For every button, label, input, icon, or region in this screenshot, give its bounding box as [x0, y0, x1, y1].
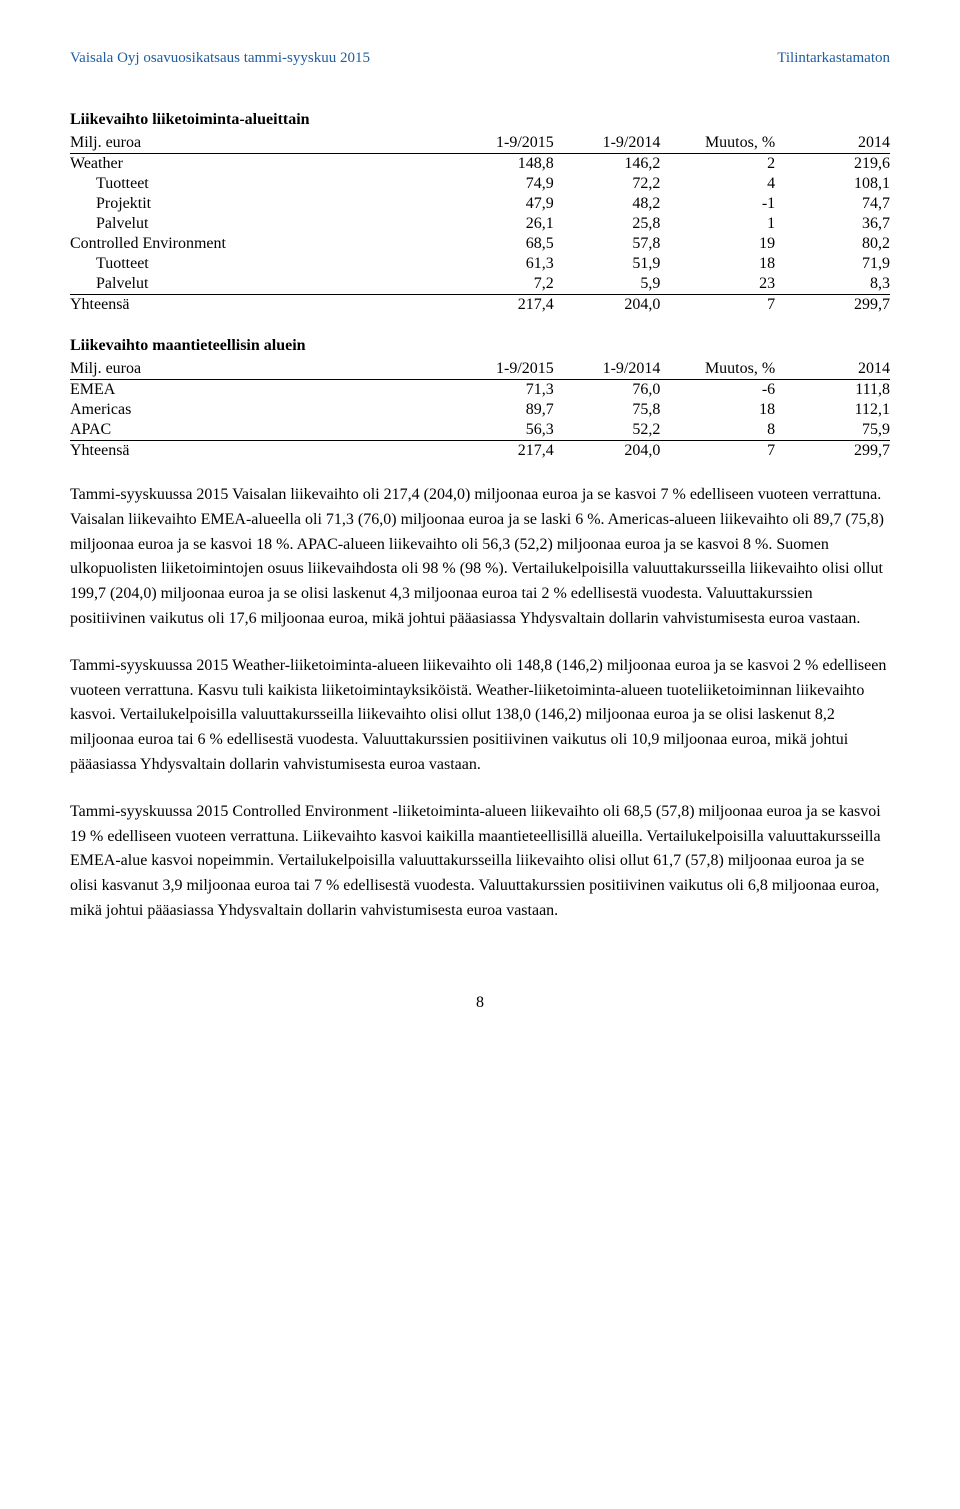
table2-foot-c1: 217,4 — [447, 441, 554, 462]
paragraph-1: Tammi-syyskuussa 2015 Vaisalan liikevaih… — [70, 483, 890, 632]
table1-cell-label: Palvelut — [70, 274, 447, 295]
table1-head-c3: Muutos, % — [660, 133, 775, 154]
table1-cell-c2: 72,2 — [554, 174, 661, 194]
table1-row: Palvelut7,25,9238,3 — [70, 274, 890, 295]
page-header: Vaisala Oyj osavuosikatsaus tammi-syysku… — [70, 50, 890, 67]
table2-title: Liikevaihto maantieteellisin aluein — [70, 337, 890, 355]
table2-cell-c3: 18 — [660, 400, 775, 420]
table1-foot-c4: 299,7 — [775, 295, 890, 316]
table1-foot-c3: 7 — [660, 295, 775, 316]
table2-row: EMEA71,376,0-6111,8 — [70, 380, 890, 401]
page-container: Vaisala Oyj osavuosikatsaus tammi-syysku… — [0, 0, 960, 1052]
table1-cell-c3: 1 — [660, 214, 775, 234]
table1-cell-c3: 2 — [660, 154, 775, 175]
table1-cell-c1: 47,9 — [447, 194, 554, 214]
table1-cell-c4: 71,9 — [775, 254, 890, 274]
table1-cell-c1: 148,8 — [447, 154, 554, 175]
table1-cell-c2: 5,9 — [554, 274, 661, 295]
table2-row: Americas89,775,818112,1 — [70, 400, 890, 420]
paragraph-3: Tammi-syyskuussa 2015 Controlled Environ… — [70, 800, 890, 924]
table1-cell-c4: 80,2 — [775, 234, 890, 254]
table1-head-c2: 1-9/2014 — [554, 133, 661, 154]
page-number: 8 — [70, 994, 890, 1012]
table1-cell-c3: 4 — [660, 174, 775, 194]
table1-foot-label: Yhteensä — [70, 295, 447, 316]
header-left: Vaisala Oyj osavuosikatsaus tammi-syysku… — [70, 50, 370, 67]
table1-head-c4: 2014 — [775, 133, 890, 154]
table2: Milj. euroa 1-9/2015 1-9/2014 Muutos, % … — [70, 359, 890, 461]
table1-cell-label: Controlled Environment — [70, 234, 447, 254]
table2-cell-c3: -6 — [660, 380, 775, 401]
table2-row: APAC56,352,2875,9 — [70, 420, 890, 441]
table2-head-row: Milj. euroa 1-9/2015 1-9/2014 Muutos, % … — [70, 359, 890, 380]
table1-head-row: Milj. euroa 1-9/2015 1-9/2014 Muutos, % … — [70, 133, 890, 154]
table1-row: Tuotteet74,972,24108,1 — [70, 174, 890, 194]
table1-cell-c3: -1 — [660, 194, 775, 214]
table2-foot-row: Yhteensä 217,4 204,0 7 299,7 — [70, 441, 890, 462]
table2-head-c1: 1-9/2015 — [447, 359, 554, 380]
paragraph-2: Tammi-syyskuussa 2015 Weather-liiketoimi… — [70, 654, 890, 778]
table1-cell-c2: 48,2 — [554, 194, 661, 214]
table2-head-label: Milj. euroa — [70, 359, 447, 380]
table1-cell-c3: 23 — [660, 274, 775, 295]
table1-cell-c4: 219,6 — [775, 154, 890, 175]
table1-cell-c1: 61,3 — [447, 254, 554, 274]
table1-cell-c4: 108,1 — [775, 174, 890, 194]
table1-cell-label: Palvelut — [70, 214, 447, 234]
table2-head-c3: Muutos, % — [660, 359, 775, 380]
table2-cell-c2: 52,2 — [554, 420, 661, 441]
table1-row: Weather148,8146,22219,6 — [70, 154, 890, 175]
table1-cell-label: Tuotteet — [70, 254, 447, 274]
table1-row: Tuotteet61,351,91871,9 — [70, 254, 890, 274]
table1-cell-c1: 68,5 — [447, 234, 554, 254]
table2-cell-c1: 71,3 — [447, 380, 554, 401]
table2-cell-c2: 76,0 — [554, 380, 661, 401]
table1-foot-c2: 204,0 — [554, 295, 661, 316]
table2-head-c2: 1-9/2014 — [554, 359, 661, 380]
table2-cell-c1: 89,7 — [447, 400, 554, 420]
table2-cell-c4: 112,1 — [775, 400, 890, 420]
table2-cell-label: Americas — [70, 400, 447, 420]
table1-cell-c2: 146,2 — [554, 154, 661, 175]
table1-cell-c1: 26,1 — [447, 214, 554, 234]
table1: Milj. euroa 1-9/2015 1-9/2014 Muutos, % … — [70, 133, 890, 315]
table2-cell-c4: 111,8 — [775, 380, 890, 401]
table2-foot-c4: 299,7 — [775, 441, 890, 462]
table1-cell-label: Tuotteet — [70, 174, 447, 194]
table1-row: Controlled Environment68,557,81980,2 — [70, 234, 890, 254]
table1-cell-c4: 74,7 — [775, 194, 890, 214]
table1-row: Palvelut26,125,8136,7 — [70, 214, 890, 234]
table2-foot-c2: 204,0 — [554, 441, 661, 462]
table2-cell-c4: 75,9 — [775, 420, 890, 441]
table1-cell-c3: 19 — [660, 234, 775, 254]
table2-cell-c3: 8 — [660, 420, 775, 441]
table1-cell-c4: 8,3 — [775, 274, 890, 295]
table1-cell-label: Weather — [70, 154, 447, 175]
table1-head-c1: 1-9/2015 — [447, 133, 554, 154]
table1-foot-row: Yhteensä 217,4 204,0 7 299,7 — [70, 295, 890, 316]
table2-head-c4: 2014 — [775, 359, 890, 380]
table1-cell-c2: 51,9 — [554, 254, 661, 274]
table1-cell-label: Projektit — [70, 194, 447, 214]
table1-title: Liikevaihto liiketoiminta-alueittain — [70, 111, 890, 129]
table1-cell-c4: 36,7 — [775, 214, 890, 234]
header-right: Tilintarkastamaton — [777, 50, 890, 67]
table2-foot-label: Yhteensä — [70, 441, 447, 462]
table1-cell-c1: 74,9 — [447, 174, 554, 194]
table1-row: Projektit47,948,2-174,7 — [70, 194, 890, 214]
table2-foot-c3: 7 — [660, 441, 775, 462]
table1-cell-c1: 7,2 — [447, 274, 554, 295]
table1-head-label: Milj. euroa — [70, 133, 447, 154]
table1-cell-c2: 57,8 — [554, 234, 661, 254]
table2-cell-label: APAC — [70, 420, 447, 441]
table1-cell-c3: 18 — [660, 254, 775, 274]
table1-cell-c2: 25,8 — [554, 214, 661, 234]
table2-cell-c1: 56,3 — [447, 420, 554, 441]
table2-cell-label: EMEA — [70, 380, 447, 401]
table2-cell-c2: 75,8 — [554, 400, 661, 420]
table1-foot-c1: 217,4 — [447, 295, 554, 316]
